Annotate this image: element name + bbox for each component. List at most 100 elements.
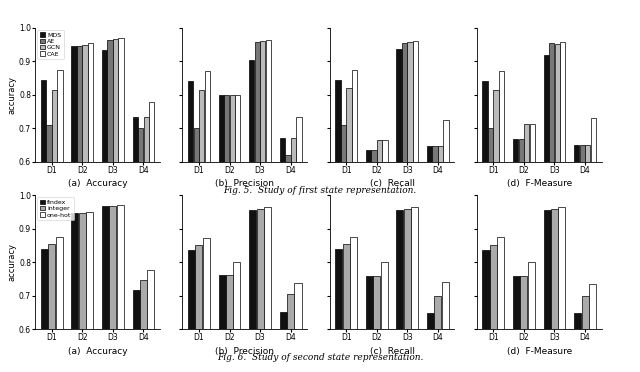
X-axis label: (a)  Accuracy: (a) Accuracy (68, 179, 127, 188)
X-axis label: (a)  Accuracy: (a) Accuracy (68, 347, 127, 356)
Bar (352, 70, 357, 363)
X-axis label: (d)  F-Measure: (d) F-Measure (507, 179, 572, 188)
Bar (529, 124, 535, 363)
Text: Fig. 5.  Study of first state representation.: Fig. 5. Study of first state representat… (223, 186, 417, 195)
Bar (402, 43, 407, 363)
Bar (408, 42, 413, 363)
Bar (413, 41, 418, 363)
Bar (86, 212, 93, 372)
Bar (235, 95, 241, 363)
Bar (377, 140, 382, 363)
Bar (513, 139, 518, 363)
Bar (291, 138, 296, 363)
Bar (41, 249, 48, 372)
Bar (427, 146, 432, 363)
Bar (366, 150, 371, 363)
Y-axis label: accuracy: accuracy (7, 76, 16, 114)
Bar (257, 209, 264, 372)
Bar (555, 44, 560, 363)
Bar (543, 55, 549, 363)
Bar (340, 125, 346, 363)
Bar (342, 244, 349, 372)
Bar (294, 283, 301, 372)
Bar (149, 102, 154, 363)
Bar (435, 296, 442, 372)
Bar (224, 95, 229, 363)
Bar (118, 38, 124, 363)
Bar (520, 276, 527, 372)
X-axis label: (c)  Recall: (c) Recall (369, 179, 415, 188)
Bar (493, 90, 499, 363)
Bar (335, 80, 340, 363)
Bar (589, 284, 596, 372)
Bar (483, 81, 488, 363)
X-axis label: (c)  Recall: (c) Recall (369, 347, 415, 356)
Bar (230, 95, 235, 363)
Bar (518, 139, 524, 363)
Bar (285, 155, 291, 363)
Bar (77, 46, 82, 363)
Bar (346, 88, 351, 363)
Bar (560, 42, 565, 363)
Bar (497, 237, 504, 372)
Bar (490, 245, 497, 372)
Bar (499, 71, 504, 363)
Bar (411, 207, 418, 372)
Bar (488, 128, 493, 363)
Bar (513, 276, 520, 372)
Bar (335, 249, 342, 372)
Bar (543, 210, 550, 372)
Bar (585, 145, 591, 363)
Bar (140, 280, 147, 372)
Bar (280, 138, 285, 363)
Bar (108, 40, 113, 363)
Bar (132, 117, 138, 363)
Bar (371, 150, 376, 363)
Text: Fig. 6.  Study of second state representation.: Fig. 6. Study of second state representa… (217, 353, 423, 362)
Bar (396, 49, 402, 363)
Bar (109, 206, 116, 372)
X-axis label: (b)  Precision: (b) Precision (215, 347, 275, 356)
Bar (287, 294, 294, 372)
Bar (48, 244, 55, 372)
Bar (483, 250, 490, 372)
Bar (138, 128, 143, 363)
Bar (350, 237, 357, 372)
Bar (433, 146, 438, 363)
Bar (381, 262, 388, 372)
Bar (249, 210, 256, 372)
Bar (113, 39, 118, 363)
Bar (79, 213, 86, 372)
Bar (199, 90, 204, 363)
Bar (366, 276, 373, 372)
Bar (56, 237, 63, 372)
Bar (396, 210, 403, 372)
Bar (88, 43, 93, 363)
Legend: MDS, AE, GCN, CAE: MDS, AE, GCN, CAE (37, 30, 64, 59)
Bar (442, 282, 449, 372)
Bar (132, 290, 140, 372)
Bar (147, 270, 154, 372)
X-axis label: (b)  Precision: (b) Precision (215, 179, 275, 188)
Bar (591, 118, 596, 363)
Bar (266, 40, 271, 363)
Bar (52, 90, 57, 363)
Bar (46, 125, 52, 363)
Bar (404, 209, 411, 372)
Bar (551, 209, 558, 372)
Bar (203, 238, 210, 372)
Bar (373, 276, 380, 372)
Legend: findex, integer, one-hot: findex, integer, one-hot (37, 197, 74, 220)
X-axis label: (d)  F-Measure: (d) F-Measure (507, 347, 572, 356)
Bar (72, 213, 79, 372)
Bar (558, 207, 565, 372)
Bar (574, 145, 579, 363)
Bar (116, 205, 124, 372)
Bar (574, 313, 581, 372)
Bar (195, 245, 202, 372)
Bar (444, 120, 449, 363)
Bar (582, 296, 589, 372)
Bar (382, 140, 388, 363)
Bar (249, 60, 255, 363)
Bar (427, 313, 434, 372)
